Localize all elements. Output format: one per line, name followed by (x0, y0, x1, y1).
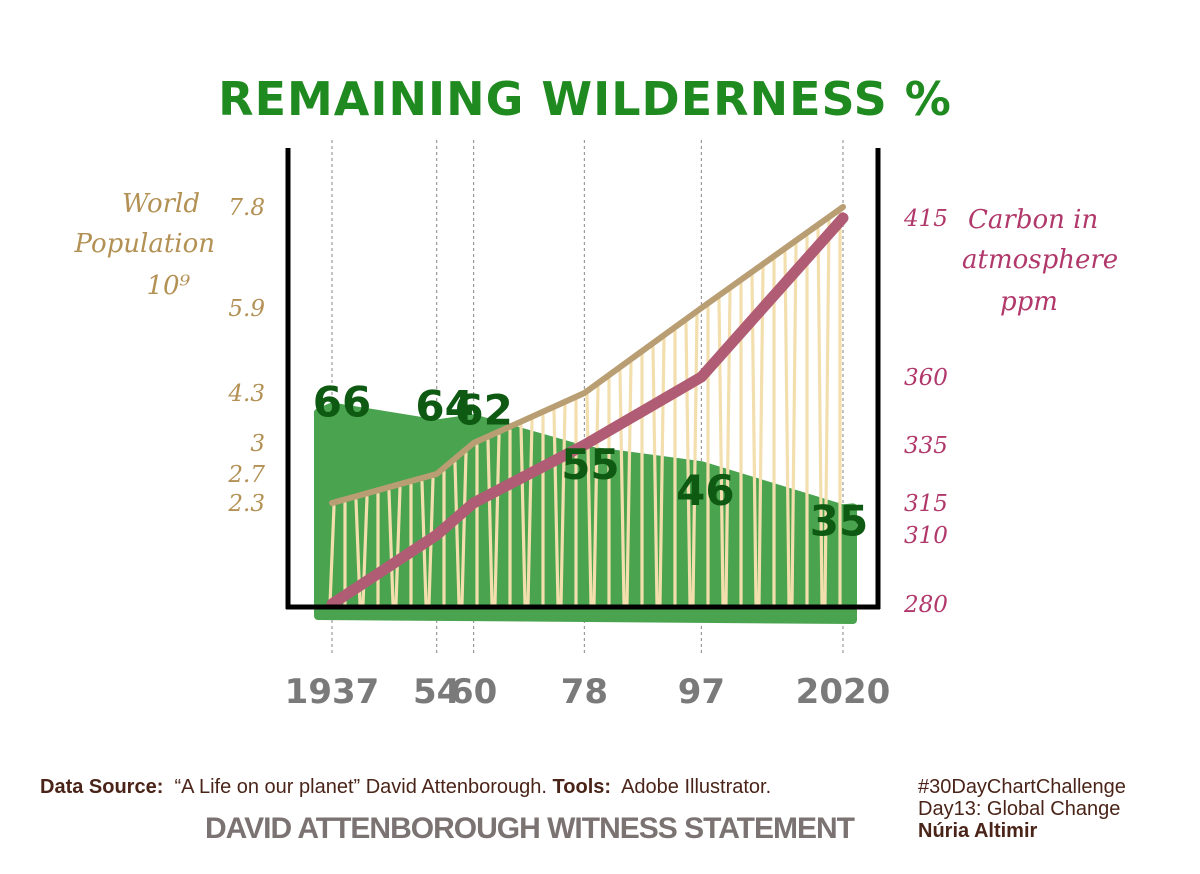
year-tick-label: 78 (561, 672, 608, 712)
hatch-stroke (460, 451, 468, 606)
challenge-credit: #30DayChartChallenge Day13: Global Chang… (918, 776, 1126, 842)
population-label-line-2: Population (74, 229, 215, 259)
hatch-stroke (823, 219, 831, 606)
hatch-stroke (328, 504, 336, 606)
chart: REMAINING WILDERNESS % World Population … (74, 72, 1119, 712)
year-tick-label: 1937 (285, 672, 380, 712)
hashtag: #30DayChartChallenge (918, 776, 1126, 798)
challenge-day: Day13: Global Change (918, 798, 1121, 820)
hatch-stroke (618, 369, 626, 606)
year-tick-label: 97 (678, 672, 725, 712)
carbon-tick-labels: 415 360 335 315 310 280 (903, 206, 948, 618)
population-tick-label: 5.9 (228, 296, 265, 322)
hatch-stroke (526, 419, 534, 606)
source-label: Data Source: (40, 776, 164, 798)
year-tick-label: 2020 (796, 672, 891, 712)
carbon-tick-label: 360 (904, 365, 948, 391)
carbon-label-line-2: atmosphere (962, 245, 1118, 275)
hatch-stroke (453, 461, 461, 606)
hatch-stroke (592, 385, 600, 606)
population-tick-label: 4.3 (227, 381, 265, 407)
wilderness-value-label: 46 (676, 466, 734, 515)
hatch-stroke (750, 274, 758, 606)
chart-title: REMAINING WILDERNESS % (218, 72, 952, 126)
population-line (329, 204, 846, 506)
author: Núria Altimir (918, 820, 1038, 842)
carbon-tick-label: 315 (904, 491, 948, 517)
hatch-stroke (519, 424, 527, 606)
population-axis-title: World Population 10⁹ (74, 189, 215, 301)
hatch-stroke (387, 489, 395, 606)
wilderness-value-label: 66 (313, 378, 371, 427)
tools-text: Adobe Illustrator. (621, 776, 772, 798)
hatch-stroke (585, 393, 593, 606)
hatch-stroke (493, 433, 501, 606)
carbon-tick-label: 280 (903, 592, 948, 618)
witness-statement: DAVID ATTENBOROUGH WITNESS STATEMENT (205, 812, 855, 845)
carbon-tick-label: 335 (904, 433, 948, 459)
hatch-stroke (658, 337, 666, 606)
hatch-stroke (691, 313, 699, 606)
carbon-label-line-3: ppm (1000, 287, 1058, 317)
carbon-axis-title: Carbon in atmosphere ppm (962, 205, 1118, 317)
source-line: Data Source: “A Life on our planet” Davi… (40, 776, 771, 799)
carbon-label-line-1: Carbon in (968, 205, 1098, 235)
hatch-stroke (790, 242, 798, 606)
hatch-stroke (816, 227, 824, 606)
hatch-stroke (684, 321, 692, 606)
hatch-stroke (783, 250, 791, 606)
carbon-tick-label: 310 (904, 523, 948, 549)
hatch-stroke (757, 266, 765, 606)
population-tick-label: 7.8 (228, 195, 265, 221)
footer: Data Source: “A Life on our planet” Davi… (0, 770, 1200, 870)
population-tick-label: 2.7 (227, 462, 265, 488)
wilderness-value-label: 35 (810, 496, 868, 545)
population-label-line-3: 10⁹ (146, 271, 190, 301)
hatch-stroke (651, 345, 659, 606)
series-lines (326, 204, 849, 610)
source-text: “A Life on our planet” David Attenboroug… (174, 776, 547, 798)
hatch-stroke (394, 486, 402, 606)
carbon-line (326, 212, 849, 610)
population-tick-label: 3 (250, 431, 265, 457)
wilderness-value-label: 64 (415, 381, 473, 430)
tools-label: Tools: (552, 776, 612, 798)
population-hatching (328, 211, 842, 606)
hatch-stroke (552, 409, 560, 606)
population-tick-labels: 7.8 5.9 4.3 3 2.7 2.3 (227, 195, 265, 517)
wilderness-value-label: 62 (454, 385, 512, 434)
hatch-stroke (625, 361, 633, 606)
wilderness-value-label: 55 (561, 440, 619, 489)
carbon-tick-label: 415 (903, 206, 948, 232)
hatch-stroke (486, 438, 494, 606)
hatch-stroke (559, 404, 567, 606)
population-label-line-1: World (122, 189, 200, 219)
population-tick-label: 2.3 (227, 491, 265, 517)
year-tick-label: 60 (450, 672, 497, 712)
year-tick-label: 54 (413, 672, 460, 712)
